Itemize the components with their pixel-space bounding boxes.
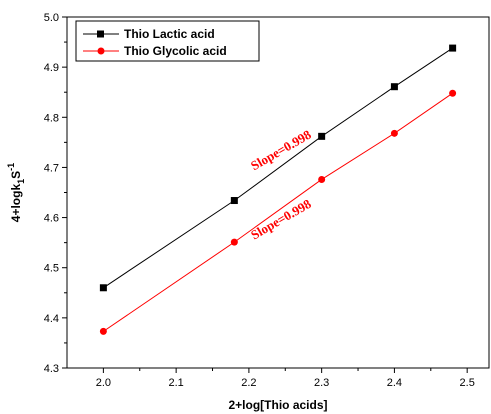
y-tick-label: 4.9 <box>44 62 59 74</box>
x-tick-label: 2.3 <box>314 377 329 389</box>
x-tick-label: 2.4 <box>387 377 402 389</box>
y-tick-label: 5.0 <box>44 12 59 24</box>
data-point <box>230 238 238 246</box>
data-point <box>390 129 398 137</box>
legend: Thio Lactic acid Thio Glycolic acid <box>75 20 260 62</box>
y-axis-title-main: 4+logk <box>9 184 23 223</box>
y-tick-label: 4.4 <box>44 313 59 325</box>
y-axis-title: 4+logk1S-1 <box>6 163 26 222</box>
y-tick-label: 4.6 <box>44 213 59 225</box>
legend-label: Thio Glycolic acid <box>124 44 227 58</box>
y-tick-label: 4.8 <box>44 112 59 124</box>
x-tick-label: 2.5 <box>460 377 475 389</box>
x-tick-label: 2.2 <box>241 377 256 389</box>
plot-area-border <box>66 16 490 369</box>
legend-marker <box>97 30 104 38</box>
y-tick-label: 4.7 <box>44 162 59 174</box>
data-point <box>318 175 326 183</box>
y-axis-title-sup: -1 <box>6 163 16 171</box>
legend-label: Thio Lactic acid <box>124 27 215 41</box>
data-point <box>449 44 457 52</box>
legend-marker <box>97 47 105 55</box>
data-point <box>318 132 326 140</box>
y-axis-title-suffix: S <box>9 171 23 179</box>
data-point <box>449 89 457 97</box>
data-point <box>99 327 107 335</box>
data-point <box>99 284 107 292</box>
x-axis-ticks: 2.0 2.1 2.2 2.3 2.4 2.5 <box>96 368 475 389</box>
legend-box <box>75 20 260 62</box>
data-point <box>390 83 398 91</box>
y-axis-title-sub: 1 <box>16 179 26 184</box>
x-axis-title: 2+log[Thio acids] <box>228 398 327 412</box>
y-tick-label: 4.3 <box>44 363 59 375</box>
y-tick-label: 4.5 <box>44 263 59 275</box>
y-axis-ticks: 4.3 4.4 4.5 4.6 4.7 4.8 4.9 5.0 <box>44 12 67 375</box>
x-tick-label: 2.1 <box>168 377 183 389</box>
slope-annotation: Slope=0.998 <box>248 196 314 243</box>
data-point <box>230 197 238 205</box>
series-layer <box>99 44 457 335</box>
plot-frame <box>66 16 490 369</box>
series-line-1 <box>103 47 453 289</box>
x-tick-label: 2.0 <box>96 377 111 389</box>
